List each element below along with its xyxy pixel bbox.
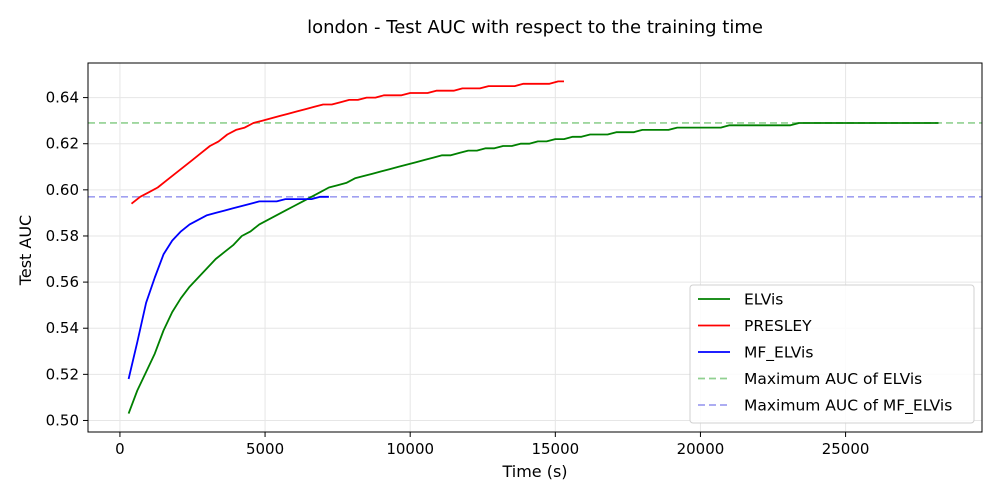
legend-label-elvis: ELVis — [744, 291, 783, 309]
grid — [88, 63, 982, 432]
chart-title: london - Test AUC with respect to the tr… — [307, 17, 763, 38]
series-lines — [127, 80, 939, 414]
x-tick-label: 20000 — [677, 440, 725, 458]
y-axis-label: Test AUC — [16, 215, 35, 286]
plot-frame — [87, 62, 983, 433]
x-tick-label: 15000 — [531, 440, 579, 458]
series-line-elvis — [127, 122, 939, 414]
y-tick-label: 0.60 — [46, 181, 79, 199]
x-tick-label: 0 — [115, 440, 125, 458]
x-tick-label: 25000 — [822, 440, 870, 458]
y-tick-label: 0.58 — [46, 227, 79, 245]
legend-label-presley: PRESLEY — [744, 317, 812, 335]
series-line-presley — [130, 80, 564, 205]
x-tick-label: 5000 — [246, 440, 284, 458]
legend-label-maximum-auc-of-elvis: Maximum AUC of ELVis — [744, 370, 922, 388]
legend-label-mf-elvis: MF_ELVis — [744, 344, 813, 363]
series-line-mf-elvis — [127, 195, 329, 380]
y-tick-label: 0.64 — [46, 89, 79, 107]
x-axis-label: Time (s) — [501, 462, 567, 481]
legend-label-maximum-auc-of-mf-elvis: Maximum AUC of MF_ELVis — [744, 397, 952, 416]
x-tick-label: 10000 — [386, 440, 434, 458]
legend-box — [689, 284, 975, 424]
y-tick-label: 0.50 — [46, 411, 79, 429]
legend: ELVis PRESLEY MF_ELVis Maximum AUC of ELVis… — [689, 284, 975, 424]
y-tick-label: 0.62 — [46, 135, 79, 153]
y-tick-label: 0.56 — [46, 273, 79, 291]
reference-lines — [88, 122, 982, 198]
y-tick-label: 0.54 — [46, 319, 79, 337]
y-tick-label: 0.52 — [46, 365, 79, 383]
axis-ticks: 0 5000 10000 15000 20000 25000 0.50 0.52 0.54 0.5… — [46, 89, 870, 458]
